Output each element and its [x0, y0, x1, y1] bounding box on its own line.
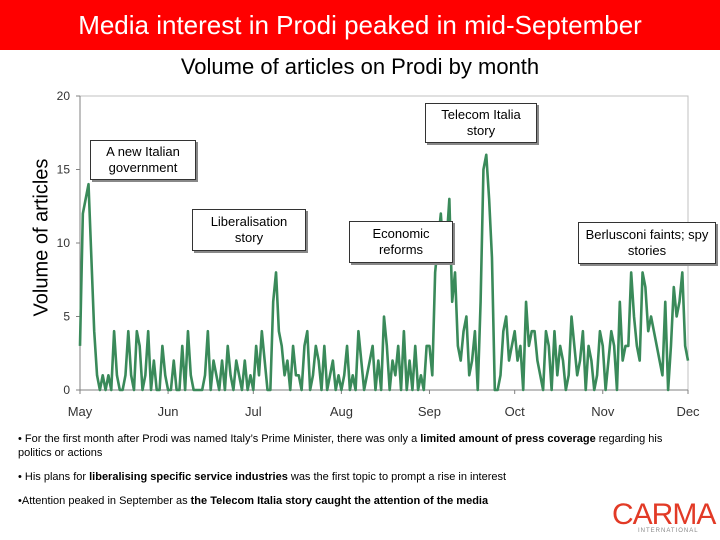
annotation-new-government: A new Italian government	[90, 140, 196, 180]
x-tick-label: Oct	[505, 404, 526, 419]
x-tick-label: Jun	[158, 404, 179, 419]
annotation-berlusconi: Berlusconi faints; spy stories	[578, 222, 716, 264]
y-tick-label: 15	[57, 163, 71, 177]
series-line-articles	[78, 153, 690, 392]
annotation-liberalisation: Liberalisation story	[192, 209, 306, 251]
bullet-list: • For the first month after Prodi was na…	[18, 432, 668, 518]
bullet-1: • For the first month after Prodi was na…	[18, 432, 668, 460]
x-tick-label: Nov	[591, 404, 615, 419]
y-tick-label: 10	[57, 236, 71, 250]
y-tick-label: 5	[63, 310, 70, 324]
bullet-1-bold: limited amount of press coverage	[420, 433, 596, 445]
bullet-3-bold: the Telecom Italia story caught the atte…	[190, 495, 489, 507]
x-tick-label: Sep	[418, 404, 441, 419]
annotation-economic-reforms: Economic reforms	[349, 221, 453, 263]
x-tick-label: Aug	[330, 404, 353, 419]
x-tick-label: Jul	[245, 404, 262, 419]
annotation-telecom-italia: Telecom Italia story	[425, 103, 537, 143]
bullet-2: • His plans for liberalising specific se…	[18, 470, 668, 484]
bullet-3: •Attention peaked in September as the Te…	[18, 494, 668, 508]
carma-logo: CARMA INTERNATIONAL	[612, 498, 716, 536]
bullet-1-text: • For the first month after Prodi was na…	[18, 433, 421, 445]
bullet-2-text-end: was the first topic to prompt a rise in …	[287, 471, 507, 483]
chart-title: Volume of articles on Prodi by month	[180, 54, 540, 79]
y-tick-label: 20	[57, 89, 71, 103]
line-chart: 0 5 10 15 20 May Jun Jul Aug Sep Oct Nov Dec	[57, 89, 700, 419]
bullet-2-text: • His plans for	[18, 471, 90, 483]
annotation-text: Economic reforms	[372, 226, 430, 257]
logo-subtitle: INTERNATIONAL	[638, 528, 699, 534]
y-tick-label: 0	[63, 383, 70, 397]
bullet-2-bold: liberalising specific service industries	[89, 471, 288, 483]
slide-title: Media interest in Prodi peaked in mid-Se…	[78, 9, 642, 40]
annotation-text: A new Italian government	[106, 144, 180, 175]
annotation-text: Liberalisation story	[210, 214, 288, 245]
bullet-1-text-end: regarding his politics or actions	[18, 433, 663, 459]
logo-wordmark: CARMA	[612, 498, 716, 531]
annotation-text: Berlusconi faints; spy stories	[585, 227, 709, 258]
bullet-3-text: •Attention peaked in September as	[18, 495, 191, 507]
slide-title-banner: Media interest in Prodi peaked in mid-Se…	[0, 0, 720, 50]
x-tick-label: Dec	[676, 404, 700, 419]
x-tick-label: May	[68, 404, 93, 419]
annotation-text: Telecom Italia story	[441, 107, 521, 138]
